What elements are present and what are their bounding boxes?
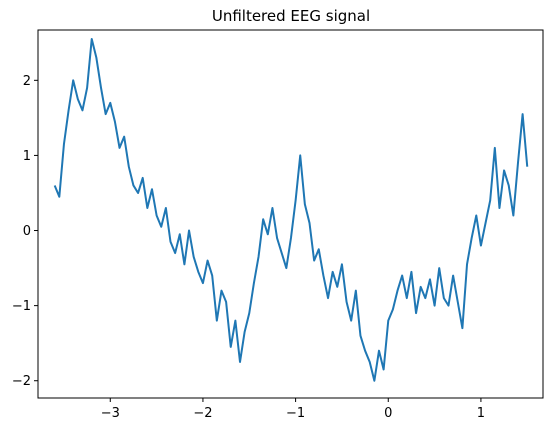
plot-frame [37, 29, 544, 399]
y-tick-label: 0 [23, 224, 31, 239]
x-tick-label: 0 [384, 406, 392, 421]
y-tick-label: 2 [23, 74, 31, 89]
series-layer [53, 38, 529, 382]
x-axis: −3 −2 −1 0 1 [101, 398, 485, 421]
x-tick-label: −1 [286, 406, 305, 421]
y-tick-label: 1 [23, 149, 31, 164]
x-tick-label: 1 [477, 406, 485, 421]
y-tick-label: −2 [12, 374, 31, 389]
series-line [53, 38, 529, 382]
y-tick-label: −1 [12, 299, 31, 314]
y-axis: −2 −1 0 1 2 [12, 74, 38, 389]
plot-area [38, 30, 543, 398]
chart-title: Unfiltered EEG signal [212, 7, 370, 25]
x-tick-label: −2 [193, 406, 212, 421]
x-tick-label: −3 [101, 406, 120, 421]
